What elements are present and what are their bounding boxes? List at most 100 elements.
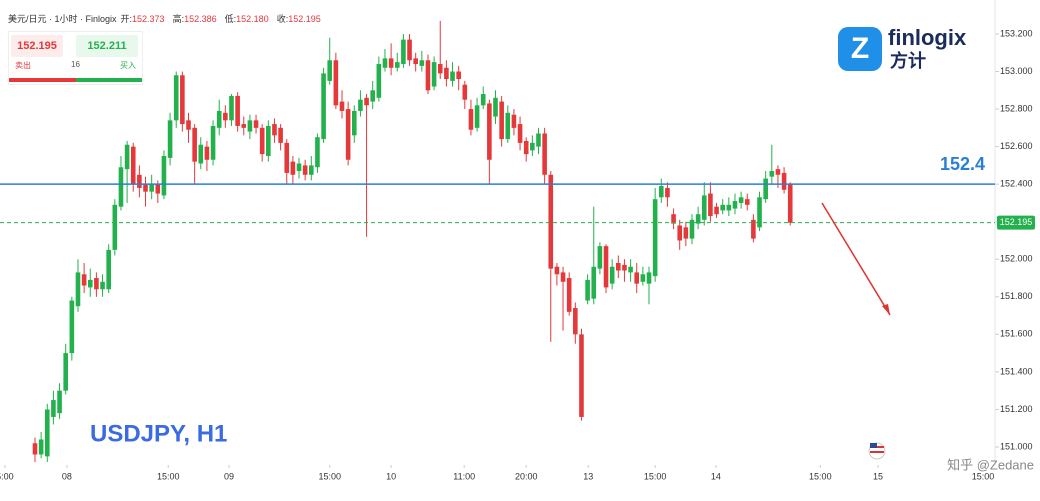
y-tick-label: 152.000 [1000,254,1033,264]
candle-body [223,112,228,121]
field-value: 152.195 [288,14,321,24]
candle-body [677,225,683,241]
trend-arrow [821,202,891,316]
candle-body [775,169,781,175]
candle-body [536,133,541,147]
candle-body [216,110,222,128]
candle-body [308,165,314,175]
candle-body [714,206,719,215]
candle-body [634,272,640,284]
candle-body [597,246,603,269]
x-tick-label: 09 [224,471,234,481]
candle-body [57,390,62,414]
candle-body [394,62,400,68]
logo-mark: Z [838,27,882,71]
candle-body [290,161,296,175]
sell-label[interactable]: 卖出 [15,61,31,70]
candle-body [751,219,756,239]
candle-body [468,109,474,130]
candle-body [106,249,111,290]
candle-body [640,274,646,282]
buy-label[interactable]: 买入 [120,61,136,70]
candle-body [505,112,511,140]
symbol: 美元/日元 · 1小时 · Finlogix [8,14,117,24]
candle-body [192,127,197,162]
x-tick-label: 15:00 [318,471,341,481]
candle-body [781,172,787,190]
candle-body [517,124,523,143]
y-tick-label: 151.000 [1000,441,1033,451]
candle-body [474,105,480,128]
candle-body [732,201,738,209]
y-tick-label: 151.200 [1000,404,1033,414]
candle-body [229,95,234,121]
candle-body [155,184,161,194]
candle-body [351,110,357,136]
sell-price[interactable]: 152.195 [11,35,63,57]
y-tick-label: 153.000 [1000,66,1033,76]
candle-body [701,195,707,220]
candle-body [480,94,486,106]
candle-body [180,75,185,125]
field-label: 开: [120,14,133,24]
candle-body [315,137,320,168]
sell-bar [9,78,76,82]
candle-body [437,64,443,74]
y-tick-label: 152.400 [1000,179,1033,189]
candle-body [364,97,369,106]
candle-body [358,99,363,111]
candle-body [266,125,271,157]
candle-body [573,308,578,335]
candle-body [44,409,50,457]
logo-name: finlogix [888,25,967,50]
candle-body [339,101,345,111]
candle-body [253,120,259,128]
field-label: 高: [172,14,185,24]
candle-body [38,439,44,455]
candle-body [63,353,69,391]
buy-price[interactable]: 152.211 [76,35,138,57]
candle-body [241,124,247,128]
candle-body [327,60,333,81]
candle-body [407,39,412,61]
candle-body [671,214,676,224]
x-tick-label: 5:00 [0,471,14,481]
y-tick-label: 152.800 [1000,103,1033,113]
field-value: 152.373 [132,14,165,24]
plot: 153.200 153.000 152.800 152.600 152.400 152.2… [0,0,1035,481]
candle-body [591,266,597,299]
y-tick-label: 153.200 [1000,28,1033,38]
buy-bar [75,78,142,82]
candle-body [302,165,308,175]
candle-body [272,124,277,136]
header: 美元/日元 · 1小时 · Finlogix 开:152.373 高:152.386… [8,12,325,25]
candle-body [259,127,265,155]
candle-body [579,334,584,417]
candle-body [186,120,191,130]
candle-body [523,140,529,155]
x-tick-label: 11:00 [453,471,475,481]
x-tick-label: 14 [711,471,721,481]
candle-body [566,278,572,312]
candle-body [124,144,130,170]
candle-body [511,114,517,128]
candle-body [658,186,664,198]
y-tick-label: 151.400 [1000,366,1033,376]
field-label: 低: [224,14,237,24]
candle-body [560,272,566,282]
candle-body [413,58,418,65]
y-tick-label: 151.600 [1000,329,1033,339]
candle-body [167,120,173,158]
field-label: 收: [276,14,289,24]
candle-body [646,272,652,284]
candle-body [444,67,449,80]
flag-icon [868,442,886,460]
candle-body [87,279,93,288]
candle-body [456,71,461,80]
candle-body [548,174,554,269]
candle-body [210,125,216,160]
trade-panel: 152.195 152.211 卖出 16 买入 [8,31,143,85]
field-value: 152.180 [236,14,269,24]
